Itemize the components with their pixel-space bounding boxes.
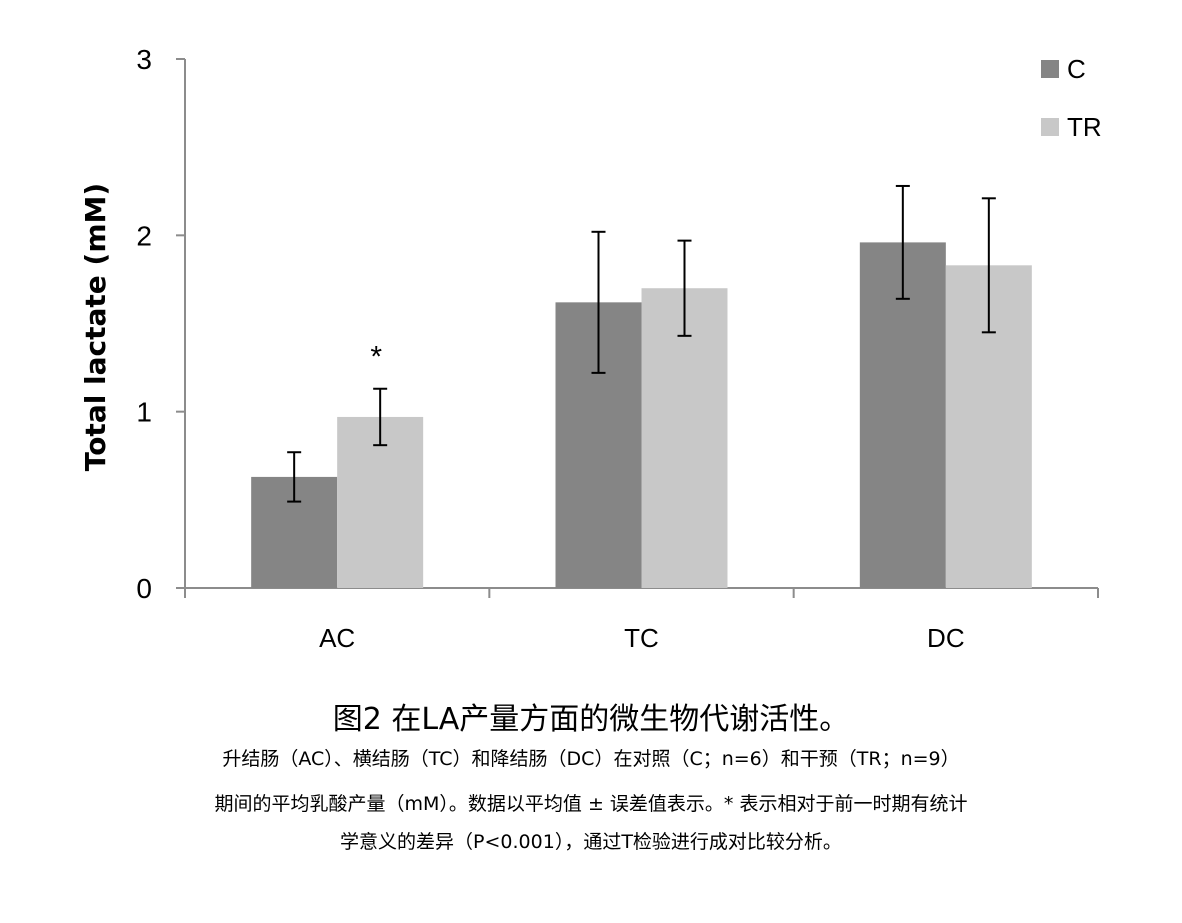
caption-line-3: 学意义的差异（P<0.001），通过T检验进行成对比较分析。 (340, 831, 842, 853)
lactate-bar-chart: 0 1 2 3 AC TC DC * Total lactate (mM) C TR (79, 44, 1102, 653)
y-tick-label: 0 (136, 573, 152, 604)
bar-TR-TC (641, 288, 728, 588)
chart-labels: 0 1 2 3 AC TC DC * (136, 44, 964, 653)
caption-line-1: 升结肠（AC）、横结肠（TC）和降结肠（DC）在对照（C；n=6）和干预（TR；… (222, 748, 960, 770)
chart-bars (251, 242, 1032, 589)
legend-label-C: C (1067, 54, 1086, 84)
legend-label-TR: TR (1067, 112, 1102, 142)
y-tick-label: 1 (136, 397, 152, 428)
legend-swatch-C (1041, 60, 1059, 78)
chart-error-bars (287, 184, 996, 503)
y-tick-label: 3 (136, 44, 152, 75)
x-tick-label: TC (624, 623, 659, 653)
chart-legend: C TR (1041, 54, 1102, 142)
caption-title: 图2 在LA产量方面的微生物代谢活性。 (332, 702, 850, 737)
y-tick-label: 2 (136, 220, 152, 251)
x-tick-label: AC (319, 623, 355, 653)
significance-asterisk: * (370, 341, 382, 374)
bar-C-DC (859, 242, 946, 589)
x-tick-label: DC (927, 623, 965, 653)
y-axis-label: Total lactate (mM) (79, 183, 112, 471)
legend-swatch-TR (1041, 118, 1059, 136)
caption-line-2: 期间的平均乳酸产量（mM）。数据以平均值 ± 误差值表示。* 表示相对于前一时期… (214, 793, 968, 815)
